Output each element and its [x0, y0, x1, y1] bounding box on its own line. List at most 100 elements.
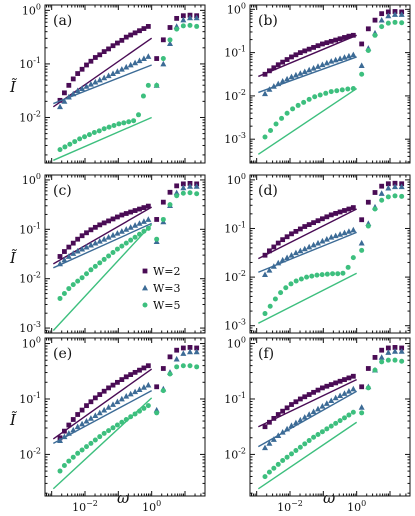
data-point — [392, 180, 398, 186]
data-point — [194, 345, 200, 351]
data-point — [337, 418, 343, 424]
data-point — [332, 232, 339, 239]
data-point — [61, 463, 67, 469]
data-point — [92, 78, 99, 85]
data-point — [359, 247, 365, 253]
data-point — [119, 377, 125, 382]
data-point — [262, 134, 268, 140]
data-point — [311, 389, 316, 395]
data-point — [306, 46, 312, 52]
data-point — [323, 235, 330, 242]
data-point — [128, 209, 134, 215]
data-point — [284, 75, 291, 82]
data-point — [310, 408, 317, 415]
data-point — [84, 62, 89, 68]
data-point — [92, 395, 98, 401]
data-point — [75, 450, 81, 456]
data-point — [345, 228, 352, 234]
panel-c: 10-3 10-2 10-1 100 (c) W=2 W=3 W=5 — [19, 172, 206, 335]
data-point — [283, 285, 289, 291]
data-point — [106, 124, 112, 130]
data-point — [123, 63, 130, 70]
data-point — [187, 22, 193, 28]
data-point — [65, 253, 72, 259]
data-point — [70, 417, 76, 422]
data-point — [74, 87, 81, 94]
data-point — [101, 126, 107, 132]
data-point — [319, 61, 326, 68]
data-point — [304, 274, 310, 280]
data-point — [110, 216, 116, 222]
data-point — [123, 416, 129, 422]
data-point — [137, 408, 142, 414]
data-point — [280, 408, 286, 414]
data-point — [288, 73, 295, 80]
panel-d: 10-3 10-2 10-1 100 (d) — [224, 172, 411, 334]
data-point — [167, 37, 173, 43]
data-point — [385, 20, 391, 26]
y-axis-title-top: Ĩ — [9, 78, 17, 96]
panel-label: (a) — [53, 13, 72, 29]
data-point — [127, 224, 134, 230]
data-point — [137, 231, 142, 237]
x-axis-title-left: ω — [117, 489, 129, 507]
data-point — [87, 415, 94, 421]
data-point — [398, 348, 405, 354]
data-point — [123, 226, 130, 232]
data-point — [385, 184, 392, 191]
data-point — [84, 403, 89, 409]
data-point — [145, 381, 152, 388]
data-point — [271, 244, 277, 250]
data-point — [70, 240, 76, 246]
data-point — [79, 233, 85, 239]
data-point — [132, 222, 139, 228]
data-point — [270, 83, 277, 89]
data-point — [167, 25, 173, 30]
data-point — [121, 120, 127, 126]
data-point — [302, 224, 308, 229]
data-point — [330, 271, 336, 277]
data-point — [341, 54, 348, 60]
data-point — [75, 236, 81, 242]
data-point — [180, 13, 186, 19]
data-point — [266, 440, 273, 446]
data-point — [372, 206, 378, 212]
data-point — [292, 419, 299, 426]
data-point — [350, 385, 357, 392]
data-point — [295, 102, 301, 108]
data-point — [392, 345, 398, 350]
data-point — [262, 474, 268, 480]
data-point — [57, 147, 63, 153]
data-point — [84, 271, 89, 277]
data-point — [279, 256, 286, 263]
data-point — [284, 405, 290, 411]
data-point — [167, 371, 173, 377]
y-tick-label: 10-1 — [224, 220, 246, 235]
data-point — [399, 345, 405, 351]
data-point — [365, 366, 371, 371]
data-point — [106, 385, 111, 391]
data-point — [289, 451, 294, 457]
data-point — [341, 390, 348, 396]
data-point — [358, 404, 365, 410]
data-point — [66, 82, 72, 88]
data-point — [324, 426, 330, 432]
data-point — [137, 28, 142, 34]
data-point — [267, 419, 272, 425]
data-point — [66, 286, 72, 292]
data-point — [323, 59, 330, 66]
data-point — [57, 260, 63, 267]
data-point — [297, 50, 303, 56]
data-point — [315, 387, 321, 393]
data-point — [346, 33, 352, 39]
data-point — [140, 218, 147, 224]
data-point — [273, 121, 279, 127]
data-point — [82, 134, 88, 140]
data-point — [70, 426, 77, 433]
data-point — [88, 440, 94, 446]
y-axis-title-middle: Ĩ — [9, 249, 17, 267]
data-point — [345, 86, 351, 92]
data-point — [180, 363, 186, 369]
data-point — [372, 32, 378, 38]
